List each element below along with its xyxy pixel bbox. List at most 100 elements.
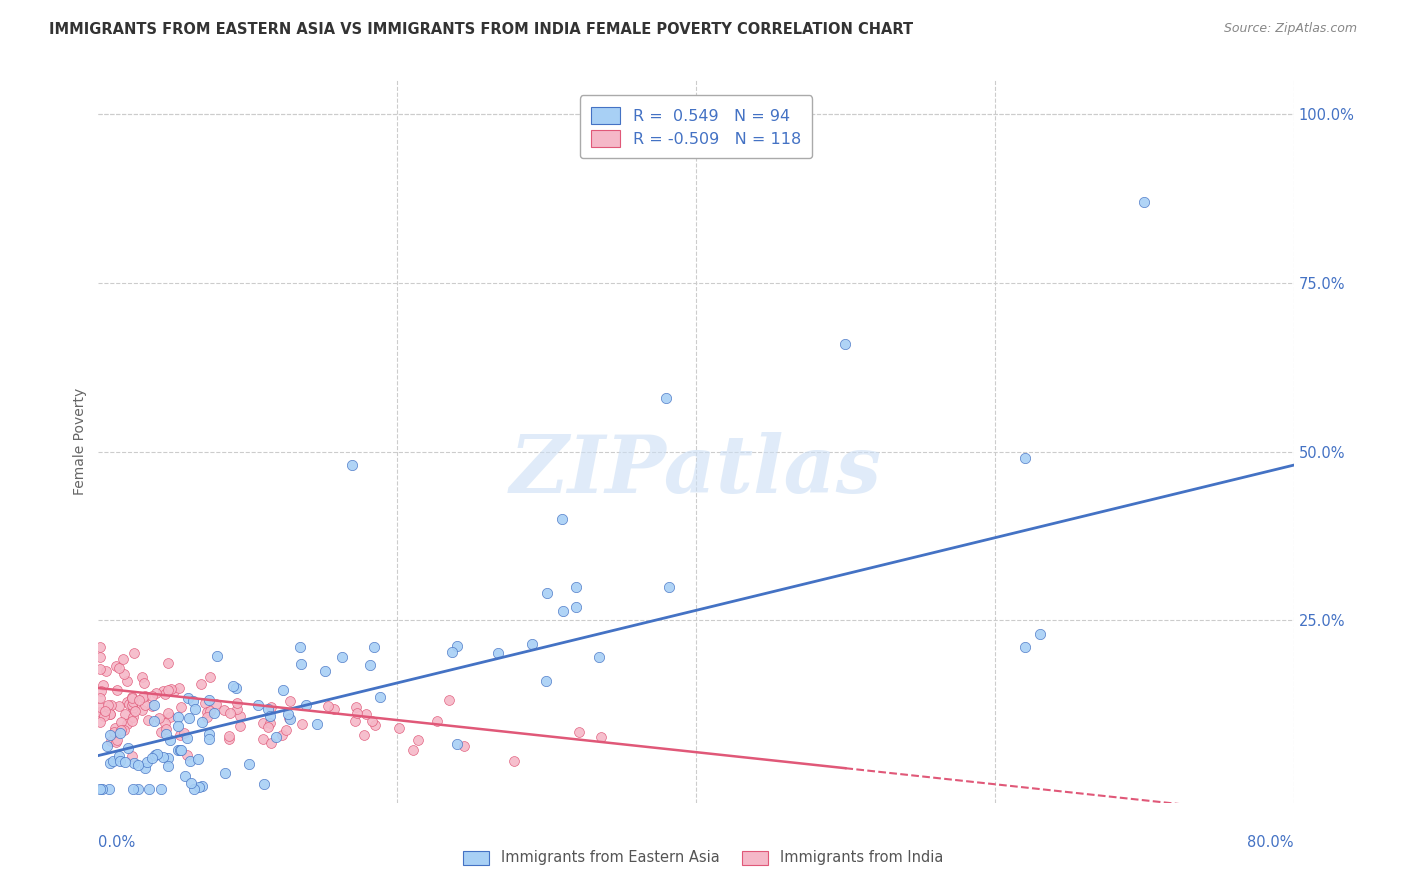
Point xyxy=(198,727,221,741)
Point xyxy=(271,682,294,697)
Point xyxy=(278,694,301,708)
Point xyxy=(105,733,128,747)
Point xyxy=(98,706,121,721)
Point xyxy=(155,727,177,741)
Point xyxy=(437,693,460,707)
Point xyxy=(180,776,202,790)
Point xyxy=(89,640,111,654)
Point xyxy=(550,512,572,526)
Point xyxy=(198,732,221,747)
Point xyxy=(218,729,240,743)
Point xyxy=(204,697,226,711)
Point xyxy=(290,657,312,672)
Point xyxy=(1014,451,1036,466)
Point xyxy=(388,721,411,735)
Point xyxy=(266,731,288,745)
Point xyxy=(191,715,214,730)
Point xyxy=(96,665,118,679)
Point xyxy=(100,706,122,721)
Point xyxy=(318,698,340,713)
Point xyxy=(122,710,145,724)
Point xyxy=(93,708,115,723)
Point xyxy=(834,336,856,351)
Point xyxy=(359,657,381,672)
Point xyxy=(446,737,468,751)
Point xyxy=(100,734,122,748)
Point xyxy=(1014,640,1036,655)
Text: IMMIGRANTS FROM EASTERN ASIA VS IMMIGRANTS FROM INDIA FEMALE POVERTY CORRELATION: IMMIGRANTS FROM EASTERN ASIA VS IMMIGRAN… xyxy=(49,22,914,37)
Point xyxy=(117,674,139,689)
Point xyxy=(124,756,146,770)
Point xyxy=(176,748,198,763)
Point xyxy=(252,716,274,731)
Point xyxy=(132,690,155,704)
Point xyxy=(117,741,139,756)
Point xyxy=(406,733,429,747)
Point xyxy=(187,752,209,766)
Point xyxy=(114,756,136,770)
Point xyxy=(191,779,214,793)
Point xyxy=(259,709,281,723)
Point xyxy=(159,710,181,724)
Point xyxy=(536,673,558,688)
Y-axis label: Female Poverty: Female Poverty xyxy=(73,388,87,495)
Point xyxy=(108,749,131,764)
Point xyxy=(260,735,283,749)
Point xyxy=(121,749,143,764)
Point xyxy=(89,782,111,797)
Point xyxy=(156,751,179,765)
Point xyxy=(138,782,160,797)
Point xyxy=(568,725,591,739)
Point xyxy=(149,725,172,739)
Point xyxy=(173,769,195,783)
Point xyxy=(226,696,249,710)
Point xyxy=(177,711,200,725)
Point xyxy=(441,645,464,659)
Point xyxy=(112,667,135,681)
Point xyxy=(131,670,153,684)
Point xyxy=(157,656,180,670)
Point xyxy=(121,714,143,728)
Point xyxy=(247,698,270,712)
Point xyxy=(121,690,143,704)
Point xyxy=(280,713,302,727)
Point xyxy=(134,689,156,703)
Point xyxy=(346,700,368,714)
Point xyxy=(115,696,138,710)
Point xyxy=(536,586,558,600)
Point xyxy=(121,698,143,712)
Point xyxy=(124,704,146,718)
Point xyxy=(177,690,200,705)
Point xyxy=(110,723,132,737)
Point xyxy=(353,728,375,742)
Point xyxy=(136,713,159,727)
Point xyxy=(127,758,149,772)
Point xyxy=(91,678,114,692)
Point xyxy=(135,755,157,769)
Point xyxy=(104,721,127,735)
Point xyxy=(122,695,145,709)
Point xyxy=(96,739,118,753)
Point xyxy=(343,714,366,728)
Point xyxy=(198,693,221,707)
Point xyxy=(257,702,280,716)
Point xyxy=(100,698,122,712)
Point xyxy=(589,731,612,745)
Text: 0.0%: 0.0% xyxy=(98,836,135,850)
Point xyxy=(167,743,190,757)
Point xyxy=(218,706,240,721)
Point xyxy=(142,714,165,729)
Point xyxy=(238,756,260,771)
Point xyxy=(142,698,165,712)
Point xyxy=(141,750,163,764)
Point xyxy=(157,706,180,721)
Point xyxy=(160,682,183,697)
Point xyxy=(169,729,191,743)
Point xyxy=(121,782,143,797)
Point xyxy=(426,714,449,728)
Point xyxy=(655,391,678,405)
Point xyxy=(169,743,191,757)
Point xyxy=(146,747,169,761)
Point xyxy=(167,710,190,724)
Point xyxy=(108,661,131,675)
